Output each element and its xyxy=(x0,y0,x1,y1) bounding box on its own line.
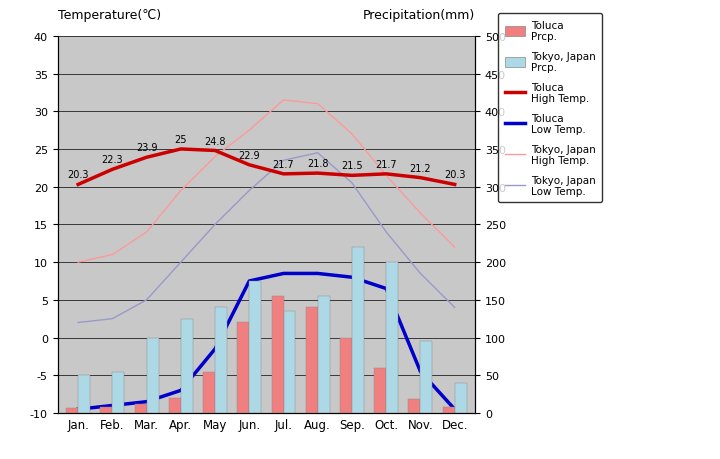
Bar xyxy=(100,407,112,413)
Bar xyxy=(318,297,330,413)
Text: 21.5: 21.5 xyxy=(341,161,363,171)
Text: Temperature(℃): Temperature(℃) xyxy=(58,9,161,22)
Text: 21.2: 21.2 xyxy=(410,163,431,174)
Bar xyxy=(78,375,90,413)
Bar xyxy=(408,399,420,413)
Text: 21.7: 21.7 xyxy=(375,160,397,169)
Bar xyxy=(203,372,215,413)
Legend: Toluca
Prcp., Tokyo, Japan
Prcp., Toluca
High Temp., Toluca
Low Temp., Tokyo, Ja: Toluca Prcp., Tokyo, Japan Prcp., Toluca… xyxy=(498,14,602,203)
Text: 25: 25 xyxy=(174,135,187,145)
Bar xyxy=(284,312,295,413)
Bar xyxy=(215,308,227,413)
Bar xyxy=(135,404,147,413)
Bar xyxy=(374,368,386,413)
Bar xyxy=(420,341,433,413)
Bar xyxy=(181,319,193,413)
Text: 23.9: 23.9 xyxy=(136,143,158,153)
Bar xyxy=(238,323,249,413)
Text: 24.8: 24.8 xyxy=(204,136,226,146)
Bar xyxy=(66,408,78,413)
Text: 21.8: 21.8 xyxy=(307,159,328,169)
Text: 22.9: 22.9 xyxy=(238,151,260,161)
Bar xyxy=(454,383,467,413)
Bar xyxy=(340,338,352,413)
Bar xyxy=(147,338,158,413)
Bar xyxy=(271,297,284,413)
Bar xyxy=(386,263,398,413)
Text: 22.3: 22.3 xyxy=(102,155,123,165)
Text: 20.3: 20.3 xyxy=(68,170,89,180)
Text: Precipitation(mm): Precipitation(mm) xyxy=(363,9,475,22)
Bar xyxy=(306,308,318,413)
Bar xyxy=(249,281,261,413)
Bar xyxy=(112,372,125,413)
Text: 20.3: 20.3 xyxy=(444,170,465,180)
Text: 21.7: 21.7 xyxy=(273,160,294,169)
Bar xyxy=(443,407,454,413)
Bar xyxy=(352,247,364,413)
Bar xyxy=(169,398,181,413)
